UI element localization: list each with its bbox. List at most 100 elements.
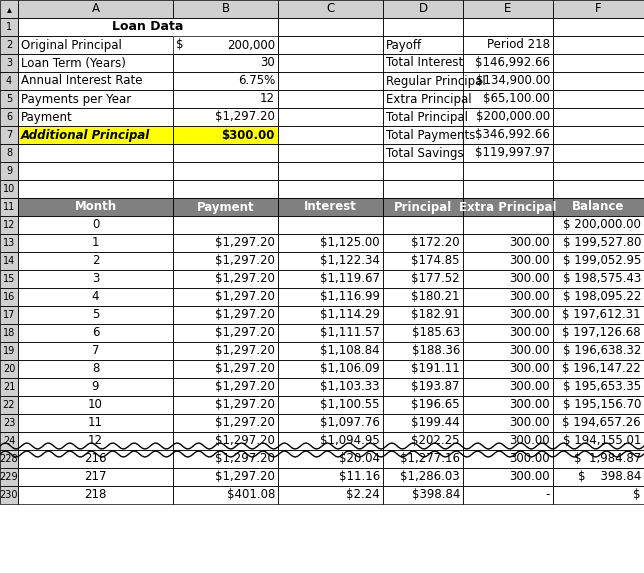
Text: $1,297.20: $1,297.20 xyxy=(215,308,275,321)
Bar xyxy=(383,126,463,144)
Text: 14: 14 xyxy=(3,256,15,266)
Text: Total Savings: Total Savings xyxy=(386,147,464,159)
Bar xyxy=(278,72,383,90)
Bar xyxy=(463,342,553,360)
Text: $1,111.57: $1,111.57 xyxy=(320,327,380,339)
Text: 7: 7 xyxy=(91,344,99,358)
Bar xyxy=(18,0,173,18)
Bar xyxy=(553,180,644,198)
Bar xyxy=(18,378,173,396)
Text: 300.00: 300.00 xyxy=(509,344,550,358)
Bar xyxy=(383,252,463,270)
Bar xyxy=(553,36,644,54)
Text: 0: 0 xyxy=(92,218,99,231)
Text: Payment: Payment xyxy=(21,111,73,124)
Bar xyxy=(278,342,383,360)
Bar xyxy=(383,72,463,90)
Text: 2: 2 xyxy=(6,40,12,50)
Bar xyxy=(0,126,18,144)
Bar xyxy=(383,90,463,108)
Text: -: - xyxy=(545,489,550,501)
Bar xyxy=(0,180,18,198)
Text: ▴: ▴ xyxy=(6,4,12,14)
Bar xyxy=(18,54,173,72)
Bar xyxy=(173,126,278,144)
Bar xyxy=(383,450,463,468)
Text: 300.00: 300.00 xyxy=(509,308,550,321)
Bar xyxy=(0,432,18,450)
Text: $202.25: $202.25 xyxy=(412,434,460,448)
Bar xyxy=(0,306,18,324)
Bar xyxy=(173,198,278,216)
Bar xyxy=(553,108,644,126)
Bar xyxy=(0,252,18,270)
Bar xyxy=(463,396,553,414)
Bar xyxy=(173,216,278,234)
Bar xyxy=(18,36,173,54)
Bar xyxy=(278,180,383,198)
Bar xyxy=(0,306,18,324)
Bar xyxy=(383,234,463,252)
Text: $185.63: $185.63 xyxy=(412,327,460,339)
Bar xyxy=(0,234,18,252)
Bar xyxy=(18,198,173,216)
Text: D: D xyxy=(419,2,428,15)
Bar xyxy=(18,288,173,306)
Text: $    398.84: $ 398.84 xyxy=(578,470,641,484)
Text: Total Interest: Total Interest xyxy=(386,57,463,69)
Bar xyxy=(553,270,644,288)
Bar xyxy=(278,306,383,324)
Text: $1,297.20: $1,297.20 xyxy=(215,344,275,358)
Text: $180.21: $180.21 xyxy=(412,291,460,304)
Text: Balance: Balance xyxy=(573,201,625,214)
Text: 300.00: 300.00 xyxy=(509,417,550,430)
Text: E: E xyxy=(504,2,512,15)
Bar xyxy=(553,90,644,108)
Text: 16: 16 xyxy=(3,292,15,302)
Text: 300.00: 300.00 xyxy=(509,380,550,394)
Text: $188.36: $188.36 xyxy=(412,344,460,358)
Text: $1,122.34: $1,122.34 xyxy=(320,254,380,268)
Text: Extra Principal: Extra Principal xyxy=(459,201,557,214)
Text: $191.11: $191.11 xyxy=(412,363,460,375)
Bar xyxy=(278,162,383,180)
Bar xyxy=(18,126,173,144)
Text: 300.00: 300.00 xyxy=(509,273,550,285)
Bar xyxy=(553,162,644,180)
Bar xyxy=(463,306,553,324)
Text: 9: 9 xyxy=(91,380,99,394)
Bar xyxy=(173,378,278,396)
Text: 21: 21 xyxy=(3,382,15,392)
Text: $177.52: $177.52 xyxy=(412,273,460,285)
Bar xyxy=(553,378,644,396)
Bar xyxy=(553,0,644,18)
Bar xyxy=(173,54,278,72)
Bar xyxy=(0,90,18,108)
Bar xyxy=(0,0,18,18)
Bar xyxy=(18,90,173,108)
Text: 13: 13 xyxy=(3,238,15,248)
Text: 300.00: 300.00 xyxy=(509,237,550,249)
Bar xyxy=(18,486,173,504)
Bar xyxy=(278,54,383,72)
Bar xyxy=(278,54,383,72)
Bar xyxy=(0,414,18,432)
Text: 3: 3 xyxy=(6,58,12,68)
Bar xyxy=(383,396,463,414)
Text: $   200,000: $ 200,000 xyxy=(208,38,275,52)
Bar xyxy=(173,198,278,216)
Text: $182.91: $182.91 xyxy=(412,308,460,321)
Bar xyxy=(278,108,383,126)
Text: 12: 12 xyxy=(88,434,103,448)
Text: Interest: Interest xyxy=(304,201,357,214)
Text: 218: 218 xyxy=(84,489,107,501)
Bar xyxy=(0,72,18,90)
Bar xyxy=(383,270,463,288)
Bar xyxy=(383,432,463,450)
Bar xyxy=(553,18,644,36)
Bar xyxy=(173,234,278,252)
Bar xyxy=(173,144,278,162)
Text: $1,119.67: $1,119.67 xyxy=(320,273,380,285)
Bar xyxy=(383,486,463,504)
Bar xyxy=(383,378,463,396)
